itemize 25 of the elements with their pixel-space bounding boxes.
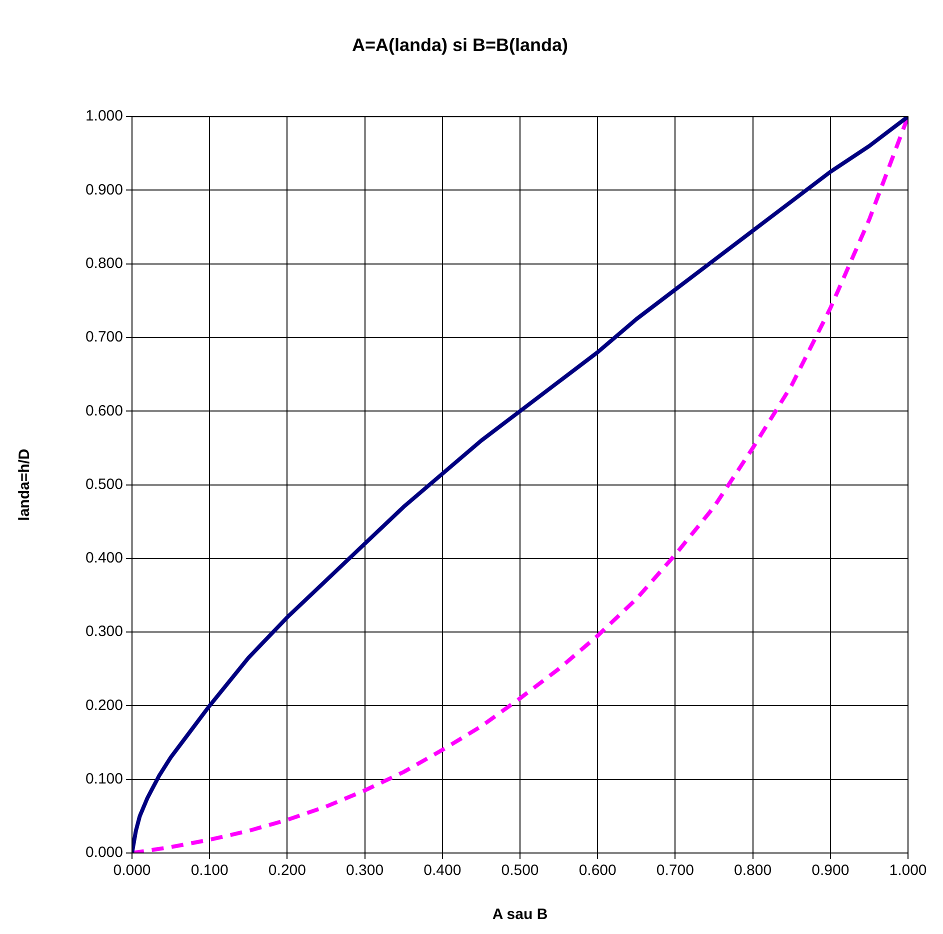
x-axis-title: A sau B bbox=[492, 906, 548, 924]
y-tick-label: 0.700 bbox=[85, 328, 123, 346]
x-tick-label: 0.600 bbox=[578, 862, 616, 880]
x-tick-label: 0.400 bbox=[424, 862, 462, 880]
x-tick-label: 0.500 bbox=[501, 862, 539, 880]
x-tick-label: 0.900 bbox=[812, 862, 850, 880]
y-tick-label: 0.800 bbox=[85, 255, 123, 272]
y-tick-label: 0.400 bbox=[85, 550, 123, 567]
y-tick-label: 0.300 bbox=[85, 623, 123, 640]
y-tick-label: 0.100 bbox=[85, 770, 123, 788]
x-tick-label: 0.200 bbox=[268, 862, 306, 880]
y-tick-label: 0.000 bbox=[85, 844, 123, 862]
x-tick-label: 0.000 bbox=[113, 862, 151, 880]
y-tick-label: 0.900 bbox=[85, 181, 123, 198]
y-axis-title: landa=h/D bbox=[16, 448, 34, 521]
chart-title: A=A(landa) si B=B(landa) bbox=[352, 34, 568, 55]
x-tick-label: 0.100 bbox=[190, 862, 228, 880]
y-tick-label: 0.600 bbox=[85, 402, 123, 420]
x-tick-label: 0.700 bbox=[656, 862, 694, 880]
x-tick-label: 0.800 bbox=[734, 862, 772, 880]
y-tick-label: 0.200 bbox=[85, 696, 123, 714]
x-tick-label: 1.000 bbox=[889, 862, 927, 880]
y-tick-label: 1.000 bbox=[85, 108, 123, 125]
x-tick-label: 0.300 bbox=[346, 862, 384, 880]
y-tick-label: 0.500 bbox=[85, 476, 123, 493]
